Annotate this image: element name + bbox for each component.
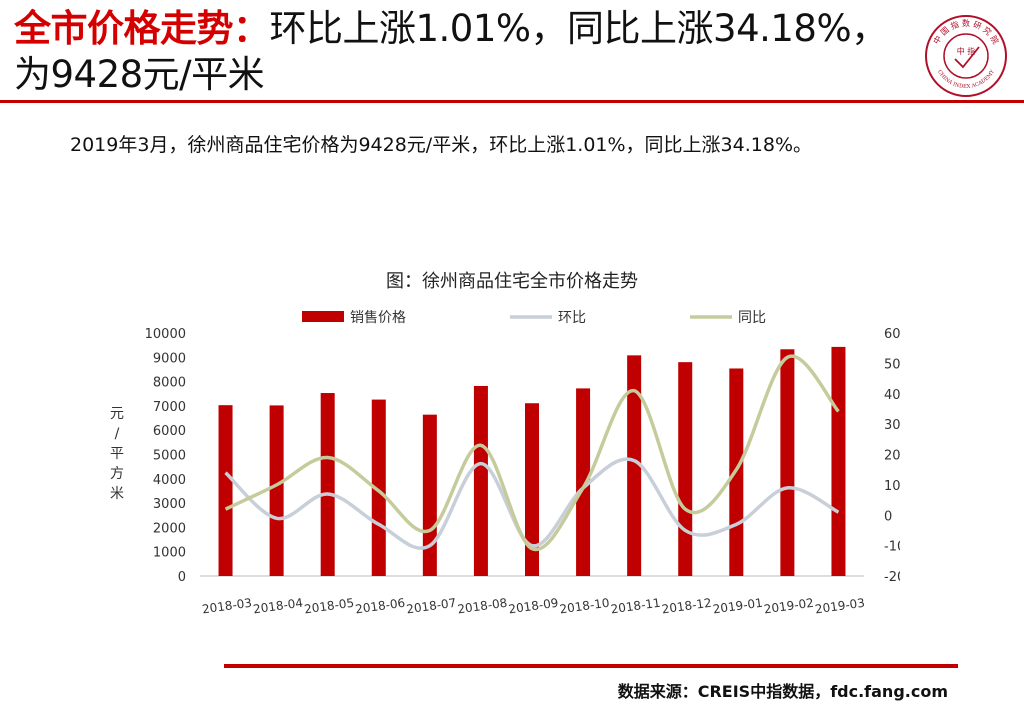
x-tick-label: 2019-01 xyxy=(712,596,764,617)
line-mom xyxy=(224,457,840,550)
y-tick-label: 4000 xyxy=(153,473,186,488)
bar-2018-08 xyxy=(473,385,488,576)
y2-tick-label: 30 xyxy=(884,418,900,433)
bar-2018-09 xyxy=(525,403,539,576)
y-tick-label: 6000 xyxy=(153,424,186,439)
svg-text:CHINA INDEX ACADEMY: CHINA INDEX ACADEMY xyxy=(936,69,996,90)
y-tick-label: 2000 xyxy=(153,521,186,536)
bar-2018-07 xyxy=(422,414,437,576)
bar-2019-02 xyxy=(780,349,795,576)
summary-text: 2019年3月，徐州商品住宅价格为9428元/平米，环比上涨1.01%，同比上涨… xyxy=(70,134,813,156)
headline: 全市价格走势：环比上涨1.01%，同比上涨34.18%，为9428元/平米 xyxy=(14,6,894,98)
y2-tick-label: 40 xyxy=(884,388,900,403)
x-tick-label: 2018-09 xyxy=(508,596,560,617)
y-tick-label: 8000 xyxy=(153,376,186,391)
legend-swatch-price xyxy=(302,311,344,322)
logo-english: CHINA INDEX ACADEMY xyxy=(936,69,996,90)
legend-label: 销售价格 xyxy=(350,310,406,326)
x-tick-label: 2019-02 xyxy=(763,596,815,617)
y2-tick-label: -20 xyxy=(884,570,900,585)
chart-title: 图：徐州商品住宅全市价格走势 xyxy=(386,271,638,292)
y2-tick-label: 10 xyxy=(884,479,900,494)
footer-divider xyxy=(224,664,958,668)
data-source: 数据来源：CREIS中指数据，fdc.fang.com xyxy=(617,682,948,701)
bar-2018-12 xyxy=(678,362,693,576)
logo-center-text: 中 指 xyxy=(957,46,976,56)
x-tick-label: 2018-05 xyxy=(303,596,355,617)
bar-2018-10 xyxy=(576,388,591,576)
bar-2018-06 xyxy=(371,399,386,576)
y2-tick-label: 20 xyxy=(884,449,900,464)
headline-black: 环比上涨1.01%，同比上涨34.18%，为9428元/平米 xyxy=(14,7,888,96)
y2-tick-label: -10 xyxy=(884,540,900,555)
y2-tick-label: 50 xyxy=(884,357,900,372)
bar-2018-11 xyxy=(627,355,642,576)
x-tick-label: 2018-07 xyxy=(405,596,457,617)
x-tick-label: 2018-03 xyxy=(201,596,253,617)
bar-2018-04 xyxy=(269,405,284,576)
header-divider xyxy=(0,100,1024,103)
y-tick-label: 0 xyxy=(178,570,186,585)
svg-text:中 国 指 数 研 究 院: 中 国 指 数 研 究 院 xyxy=(931,18,1001,46)
china-index-academy-logo: 中 国 指 数 研 究 院 CHINA INDEX ACADEMY 中 指 xyxy=(925,15,1007,97)
y-axis-label: 元/平方米 xyxy=(110,406,124,502)
x-tick-label: 2018-08 xyxy=(457,596,509,617)
y-tick-label: 10000 xyxy=(145,327,186,342)
x-tick-label: 2018-11 xyxy=(610,596,662,617)
bar-2018-05 xyxy=(320,393,335,576)
x-tick-label: 2018-10 xyxy=(559,596,611,617)
y-tick-label: 1000 xyxy=(153,546,186,561)
line-yoy xyxy=(224,354,840,552)
x-tick-label: 2018-04 xyxy=(252,596,304,617)
y-tick-label: 5000 xyxy=(153,449,186,464)
price-trend-chart: 0100020003000400050006000700080009000100… xyxy=(110,310,900,617)
y2-tick-label: 60 xyxy=(884,327,900,342)
bar-2018-03 xyxy=(218,405,233,576)
y2-tick-label: 0 xyxy=(884,509,892,524)
x-tick-label: 2019-03 xyxy=(814,596,866,617)
y-tick-label: 3000 xyxy=(153,497,186,512)
legend-label: 环比 xyxy=(558,310,586,326)
x-tick-label: 2018-12 xyxy=(661,596,713,617)
headline-red: 全市价格走势： xyxy=(14,7,270,50)
legend-label: 同比 xyxy=(738,310,766,326)
x-tick-label: 2018-06 xyxy=(354,596,406,617)
y-tick-label: 9000 xyxy=(153,351,186,366)
bar-2019-03 xyxy=(831,346,846,576)
y-tick-label: 7000 xyxy=(153,400,186,415)
logo-arc-text: 中 国 指 数 研 究 院 xyxy=(931,18,1001,46)
